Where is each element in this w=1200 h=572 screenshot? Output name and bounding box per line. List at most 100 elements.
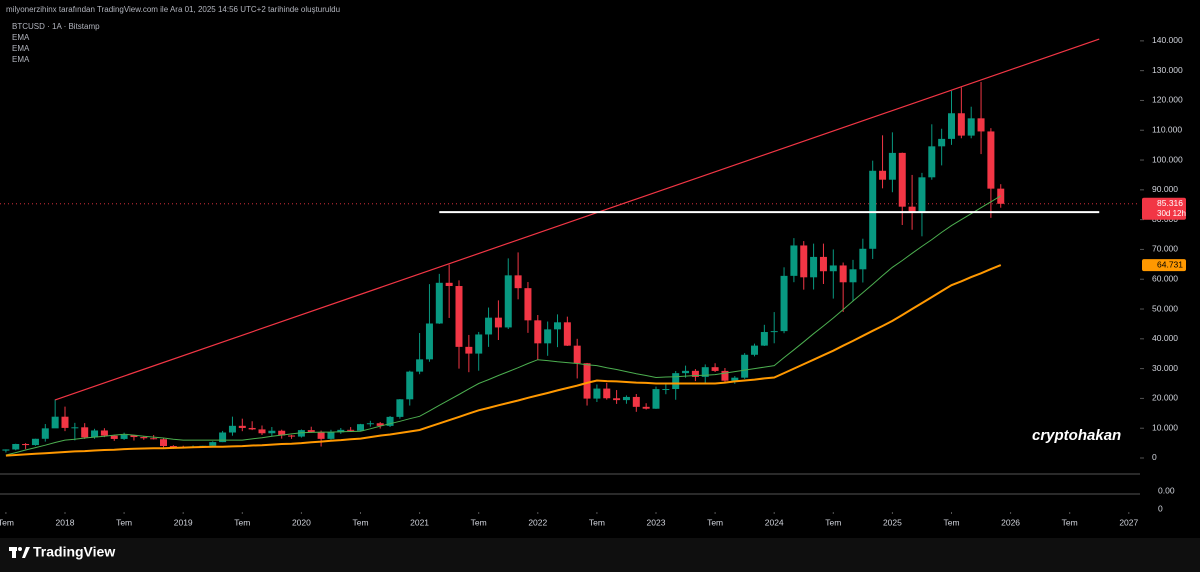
ema-label-box xyxy=(1142,259,1186,272)
y-tick-label: 120.000 xyxy=(1152,95,1183,105)
candle-body xyxy=(71,427,79,429)
x-tick-label: 2026 xyxy=(1001,517,1020,527)
candle-body xyxy=(297,430,305,437)
candle-body xyxy=(248,427,256,430)
plot xyxy=(0,38,1140,457)
candle-body xyxy=(829,265,837,272)
candle-body xyxy=(652,389,660,409)
candle-body xyxy=(376,423,384,426)
candle-body xyxy=(957,113,965,136)
y-tick-label: 70.000 xyxy=(1152,244,1178,254)
candle-body xyxy=(701,367,709,377)
candle-body xyxy=(238,425,246,428)
candle-body xyxy=(622,396,630,401)
candle-body xyxy=(849,269,857,283)
indicator-label: EMA xyxy=(12,55,30,64)
brand-logo xyxy=(9,547,30,558)
x-tick-label: Tem xyxy=(471,517,487,527)
x-tick-label: Tem xyxy=(589,517,605,527)
lower-pane-label: 0 xyxy=(1158,503,1163,513)
y-tick-label: 0 xyxy=(1152,452,1157,462)
candle-body xyxy=(869,170,877,249)
candle-body xyxy=(948,113,955,139)
candle-body xyxy=(140,437,148,439)
candle-body xyxy=(288,435,296,437)
candle-body xyxy=(337,429,345,433)
candle-body xyxy=(770,331,778,333)
candle-body xyxy=(672,373,680,390)
x-tick-label: 2022 xyxy=(528,517,547,527)
candle-body xyxy=(642,406,650,409)
drawn-line xyxy=(54,38,1100,401)
candle-body xyxy=(938,138,946,147)
candle-body xyxy=(357,424,364,431)
candle-body xyxy=(228,425,236,433)
candle-body xyxy=(593,388,601,399)
candle-body xyxy=(780,275,788,332)
y-tick-label: 90.000 xyxy=(1152,184,1178,194)
x-tick-label: 2018 xyxy=(56,517,75,527)
candle-body xyxy=(169,446,177,448)
candle-body xyxy=(51,416,59,429)
candle-body xyxy=(485,317,493,335)
candle-body xyxy=(120,434,128,439)
price-label: 85.316 xyxy=(1157,198,1183,208)
x-tick-label: 2020 xyxy=(292,517,311,527)
candle-body xyxy=(839,265,847,283)
candle-body xyxy=(514,275,522,289)
candle-body xyxy=(268,430,276,434)
ema-line xyxy=(5,195,1002,456)
candle-body xyxy=(475,334,483,354)
candle-body xyxy=(416,359,424,372)
candle-body xyxy=(731,377,739,381)
ema-line xyxy=(5,264,1002,457)
x-tick-label: Tem xyxy=(234,517,250,527)
footer xyxy=(0,538,1200,572)
candle-body xyxy=(150,438,158,440)
candle-body xyxy=(317,432,325,439)
candle-body xyxy=(682,370,690,374)
candle-body xyxy=(632,396,640,407)
x-tick-label: Tem xyxy=(0,517,14,527)
x-tick-label: 2021 xyxy=(410,517,429,527)
indicator-label: EMA xyxy=(12,33,30,42)
candle-body xyxy=(721,370,729,381)
candle-body xyxy=(810,256,818,278)
y-tick-label: 40.000 xyxy=(1152,333,1178,343)
candle-body xyxy=(662,389,670,391)
candle-body xyxy=(307,430,315,433)
candle-body xyxy=(209,442,217,446)
candle-body xyxy=(110,435,118,439)
x-tick-label: Tem xyxy=(116,517,132,527)
y-tick-label: 100.000 xyxy=(1152,154,1183,164)
candle-body xyxy=(12,443,20,450)
candle-body xyxy=(544,329,552,344)
y-tick-label: 50.000 xyxy=(1152,303,1178,313)
y-tick-label: 110.000 xyxy=(1152,124,1182,134)
x-tick-label: 2024 xyxy=(765,517,784,527)
x-tick-label: Tem xyxy=(707,517,723,527)
y-tick-label: 130.000 xyxy=(1152,65,1183,75)
candle-body xyxy=(977,118,985,132)
candle-body xyxy=(603,388,611,399)
candle-body xyxy=(465,346,473,354)
candle-body xyxy=(790,245,798,276)
candle-body xyxy=(278,430,286,436)
y-tick-label: 30.000 xyxy=(1152,363,1178,373)
candle-body xyxy=(160,439,167,447)
candle-body xyxy=(928,146,936,178)
x-tick-label: 2025 xyxy=(883,517,902,527)
symbol-title: BTCUSD · 1A · Bitstamp xyxy=(12,22,100,31)
candle-body xyxy=(494,317,502,328)
x-tick-label: Tem xyxy=(825,517,841,527)
x-tick-label: Tem xyxy=(352,517,368,527)
candle-body xyxy=(396,399,404,417)
candle-body xyxy=(819,256,827,272)
candle-body xyxy=(130,434,138,438)
ema-label: 64.731 xyxy=(1157,259,1183,269)
indicator-label: EMA xyxy=(12,44,30,53)
candle-body xyxy=(455,286,463,347)
candle-body xyxy=(800,245,808,278)
